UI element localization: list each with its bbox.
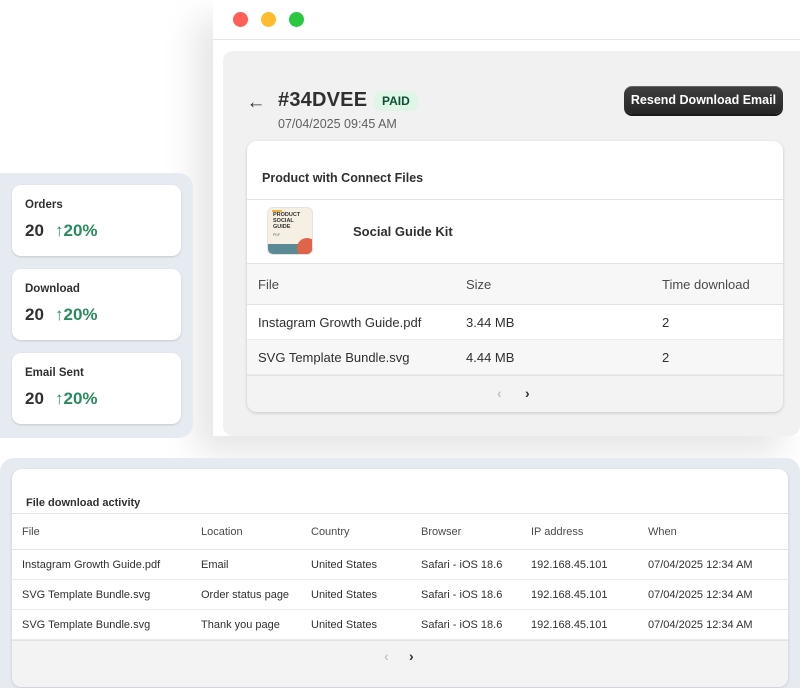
table-row[interactable]: SVG Template Bundle.svg Order status pag… bbox=[12, 580, 788, 610]
table-row[interactable]: SVG Template Bundle.svg 4.44 MB 2 bbox=[247, 340, 783, 375]
next-page-icon[interactable]: › bbox=[525, 385, 530, 401]
order-window: ← #34DVEE PAID 07/04/2025 09:45 AM Resen… bbox=[213, 0, 800, 436]
column-header-ip-address[interactable]: IP address bbox=[531, 525, 584, 538]
browser: Safari - iOS 18.6 bbox=[421, 558, 503, 571]
country: United States bbox=[311, 618, 378, 631]
product-files-table: File Size Time download Instagram Growth… bbox=[247, 263, 783, 375]
file-name: Instagram Growth Guide.pdf bbox=[258, 314, 422, 330]
activity-panel: File download activity File Location Cou… bbox=[0, 458, 800, 688]
file-name: SVG Template Bundle.svg bbox=[258, 349, 410, 365]
column-header-location[interactable]: Location bbox=[201, 525, 243, 538]
order-date: 07/04/2025 09:45 AM bbox=[278, 117, 397, 131]
table-header: File Size Time download bbox=[247, 263, 783, 305]
window-body: ← #34DVEE PAID 07/04/2025 09:45 AM Resen… bbox=[213, 41, 800, 436]
stat-trend: ↑20% bbox=[55, 389, 98, 408]
activity-title: File download activity bbox=[26, 497, 141, 509]
activity-table-pagination: ‹ › bbox=[12, 640, 788, 687]
product-table-pagination: ‹ › bbox=[247, 375, 783, 412]
file-name: SVG Template Bundle.svg bbox=[22, 588, 151, 601]
back-arrow-icon[interactable]: ← bbox=[246, 92, 266, 113]
location: Order status page bbox=[201, 588, 290, 601]
file-size: 3.44 MB bbox=[466, 314, 515, 330]
stats-panel: Orders 20 ↑20% Download 20 ↑20% Email Se… bbox=[0, 173, 193, 438]
timestamp: 07/04/2025 12:34 AM bbox=[648, 558, 753, 571]
file-name: Instagram Growth Guide.pdf bbox=[22, 558, 161, 571]
column-header-size[interactable]: Size bbox=[466, 276, 492, 292]
window-titlebar bbox=[213, 0, 800, 40]
column-header-when[interactable]: When bbox=[648, 525, 677, 538]
file-size: 4.44 MB bbox=[466, 349, 515, 365]
stat-label: Orders bbox=[25, 199, 63, 211]
table-row[interactable]: Instagram Growth Guide.pdf 3.44 MB 2 bbox=[247, 305, 783, 340]
country: United States bbox=[311, 588, 378, 601]
previous-page-icon[interactable]: ‹ bbox=[384, 648, 389, 664]
ip-address: 192.168.45.101 bbox=[531, 618, 608, 631]
stat-label: Email Sent bbox=[25, 367, 84, 379]
file-download-activity-card: File download activity File Location Cou… bbox=[12, 469, 788, 687]
column-header-country[interactable]: Country bbox=[311, 525, 350, 538]
resend-download-email-button[interactable]: Resend Download Email bbox=[624, 86, 783, 114]
stat-value: 20 bbox=[25, 305, 44, 324]
thumbnail-subtext: PDF bbox=[273, 233, 280, 237]
download-count: 2 bbox=[662, 349, 670, 365]
product-files-card: Product with Connect Files PRODUCT SOCIA… bbox=[247, 141, 783, 412]
table-row[interactable]: SVG Template Bundle.svg Thank you page U… bbox=[12, 610, 788, 640]
country: United States bbox=[311, 558, 378, 571]
previous-page-icon[interactable]: ‹ bbox=[497, 385, 502, 401]
column-header-time-download[interactable]: Time download bbox=[662, 276, 750, 292]
browser: Safari - iOS 18.6 bbox=[421, 588, 503, 601]
minimize-window-button[interactable] bbox=[261, 12, 276, 27]
stat-label: Download bbox=[25, 283, 80, 295]
order-detail-page: ← #34DVEE PAID 07/04/2025 09:45 AM Resen… bbox=[223, 51, 800, 436]
product-card-title: Product with Connect Files bbox=[262, 171, 424, 185]
order-id-title: #34DVEE bbox=[278, 89, 368, 111]
stat-value: 20 bbox=[25, 389, 44, 408]
stat-trend: ↑20% bbox=[55, 305, 98, 324]
ip-address: 192.168.45.101 bbox=[531, 558, 608, 571]
maximize-window-button[interactable] bbox=[289, 12, 304, 27]
stat-card-download: Download 20 ↑20% bbox=[12, 269, 181, 340]
stat-value: 20 bbox=[25, 221, 44, 240]
next-page-icon[interactable]: › bbox=[409, 648, 414, 664]
column-header-file[interactable]: File bbox=[258, 276, 279, 292]
timestamp: 07/04/2025 12:34 AM bbox=[648, 618, 753, 631]
ip-address: 192.168.45.101 bbox=[531, 588, 608, 601]
timestamp: 07/04/2025 12:34 AM bbox=[648, 588, 753, 601]
location: Email bbox=[201, 558, 229, 571]
table-row[interactable]: Instagram Growth Guide.pdf Email United … bbox=[12, 550, 788, 580]
stat-trend: ↑20% bbox=[55, 221, 98, 240]
location: Thank you page bbox=[201, 618, 280, 631]
table-header: File Location Country Browser IP address… bbox=[12, 513, 788, 550]
product-thumbnail: PRODUCT SOCIAL GUIDE PDF bbox=[267, 207, 313, 255]
column-header-file[interactable]: File bbox=[22, 525, 40, 538]
stat-card-orders: Orders 20 ↑20% bbox=[12, 185, 181, 256]
product-name: Social Guide Kit bbox=[353, 224, 453, 239]
thumbnail-text: PRODUCT SOCIAL GUIDE bbox=[273, 212, 301, 230]
stat-card-email-sent: Email Sent 20 ↑20% bbox=[12, 353, 181, 424]
close-window-button[interactable] bbox=[233, 12, 248, 27]
product-row: PRODUCT SOCIAL GUIDE PDF Social Guide Ki… bbox=[247, 199, 783, 263]
activity-table: File Location Country Browser IP address… bbox=[12, 513, 788, 640]
column-header-browser[interactable]: Browser bbox=[421, 525, 462, 538]
file-name: SVG Template Bundle.svg bbox=[22, 618, 151, 631]
download-count: 2 bbox=[662, 314, 670, 330]
browser: Safari - iOS 18.6 bbox=[421, 618, 503, 631]
order-status-badge: PAID bbox=[374, 91, 418, 111]
